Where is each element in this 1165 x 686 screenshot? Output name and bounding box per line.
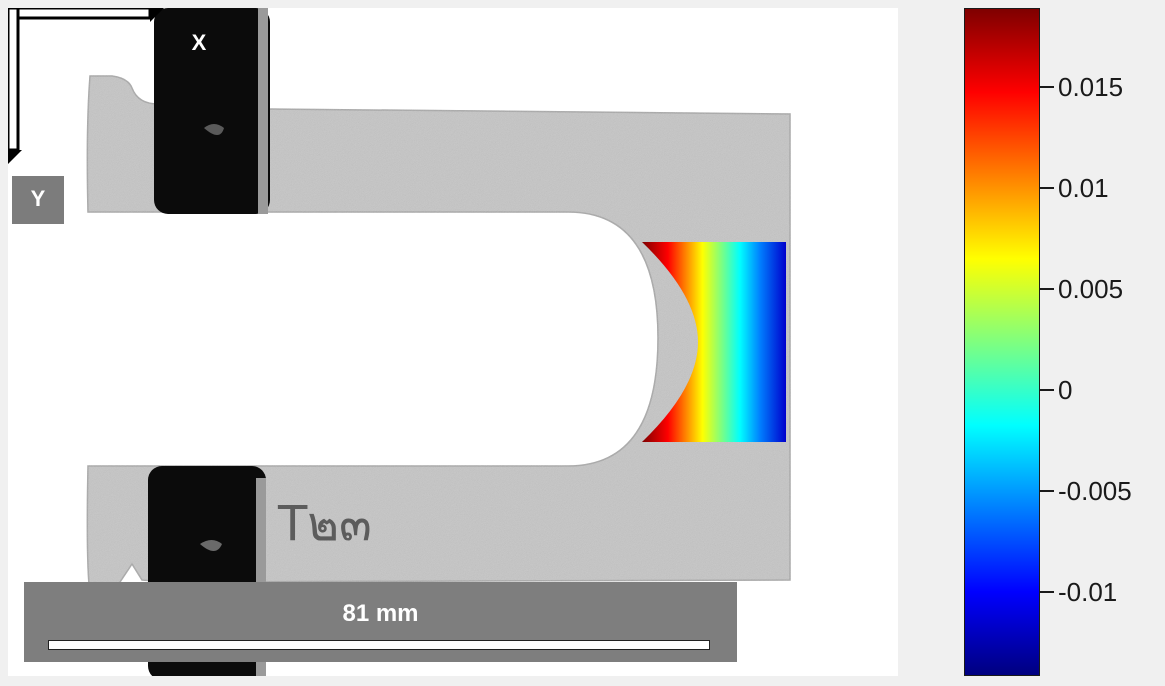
colorbar-tick-label: -0.01 <box>1058 577 1118 607</box>
colorbar-tick <box>1040 86 1054 88</box>
colorbar-tick-label: 0 <box>1058 375 1073 405</box>
scale-bar-line <box>48 640 710 650</box>
colorbar-tick <box>1040 389 1054 391</box>
colorbar-tick <box>1040 490 1054 492</box>
specimen-marking: T๒๓ <box>277 496 372 552</box>
axis-indicator <box>8 8 164 164</box>
colorbar-tick <box>1040 288 1054 290</box>
y-axis-box: Y <box>12 176 64 224</box>
colorbar-tick-label: -0.005 <box>1058 476 1132 506</box>
specimen-image: T๒๓ <box>8 8 791 676</box>
colorbar-tick-label: 0.005 <box>1058 274 1124 304</box>
colorbar-tick-label: 0.01 <box>1058 173 1109 203</box>
colorbar-tick-label: 0.015 <box>1058 72 1124 102</box>
top-clamp <box>154 8 270 214</box>
colorbar-tick <box>1040 591 1054 593</box>
strain-field-overlay <box>642 242 786 442</box>
x-axis-label: X <box>191 30 207 55</box>
scale-bar-label: 81 mm <box>342 600 419 627</box>
colorbar <box>964 8 1040 676</box>
y-axis-label: Y <box>30 186 46 211</box>
colorbar-tick <box>1040 187 1054 189</box>
image-panel: T๒๓ X Y 81 mm <box>8 8 898 676</box>
scale-bar: 81 mm <box>24 582 737 662</box>
